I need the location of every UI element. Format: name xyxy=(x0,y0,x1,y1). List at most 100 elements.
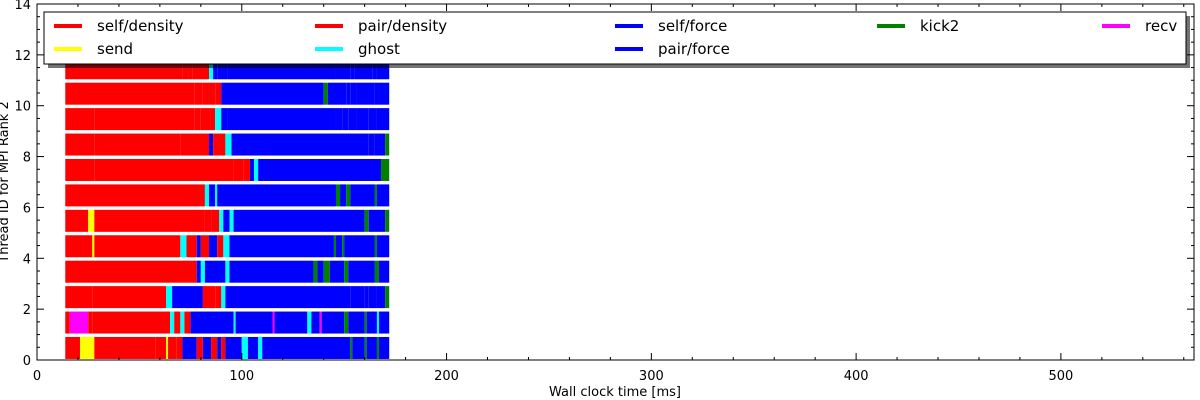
task-bar-segment xyxy=(335,235,343,258)
x-tick-label: 500 xyxy=(1048,369,1073,384)
task-bar-segment xyxy=(200,235,210,258)
task-bar-segment xyxy=(94,133,181,156)
task-bar-segment xyxy=(194,108,201,131)
task-bar-segment xyxy=(225,260,230,283)
task-bar-segment xyxy=(368,209,382,232)
x-tick-label: 200 xyxy=(434,369,459,384)
y-tick-label: 14 xyxy=(14,0,31,13)
legend-label-send: send xyxy=(97,40,133,58)
task-bar-segment xyxy=(374,133,382,156)
task-bar-segment xyxy=(65,260,197,283)
task-bar-segment xyxy=(94,235,181,258)
task-bar-segment xyxy=(176,336,183,359)
task-bar-segment xyxy=(258,336,263,359)
task-bar-segment xyxy=(364,311,367,334)
task-bar-segment xyxy=(340,184,347,207)
task-bar-segment xyxy=(69,311,89,334)
task-bar-segment xyxy=(200,108,210,131)
legend-label-recv: recv xyxy=(1145,17,1177,35)
task-bar-segment xyxy=(182,57,189,80)
task-bar-segment xyxy=(378,260,390,283)
thread-row-3 xyxy=(65,260,390,283)
legend-label-kick2: kick2 xyxy=(920,17,959,35)
thread-row-8 xyxy=(65,133,390,156)
task-bar-segment xyxy=(317,260,324,283)
task-bar-segment xyxy=(88,209,95,232)
task-bar-segment xyxy=(92,235,95,258)
task-bar-segment xyxy=(196,235,201,258)
task-bar-segment xyxy=(229,235,334,258)
task-bar-segment xyxy=(221,336,226,359)
task-bar-segment xyxy=(335,108,343,131)
legend-label-ghost: ghost xyxy=(358,40,400,58)
task-bar-segment xyxy=(346,82,351,105)
task-bar-segment xyxy=(215,184,218,207)
legend-label-pair-force: pair/force xyxy=(658,40,730,58)
task-bar-segment xyxy=(262,336,351,359)
task-bar-segment xyxy=(94,158,234,181)
task-bar-segment xyxy=(364,336,367,359)
task-bar-segment xyxy=(180,235,187,258)
task-bar-segment xyxy=(202,336,212,359)
task-bar-segment xyxy=(180,133,210,156)
task-bar-segment xyxy=(209,82,216,105)
task-bar-segment xyxy=(65,108,95,131)
task-bar-segment xyxy=(65,336,81,359)
task-bar-segment xyxy=(65,311,70,334)
task-bar-segment xyxy=(217,184,336,207)
task-bar-segment xyxy=(350,336,353,359)
task-bar-segment xyxy=(186,235,197,258)
axes-layer: 0 100 200 300 400 500 0 2 4 6 8 10 12 14 xyxy=(14,0,1194,384)
task-bar-segment xyxy=(235,311,273,334)
task-bar-segment xyxy=(348,311,365,334)
task-bar-segment xyxy=(358,209,365,232)
thread-row-5 xyxy=(65,209,390,232)
task-bar-segment xyxy=(92,286,167,309)
task-bar-segment xyxy=(378,82,390,105)
task-bar-segment xyxy=(333,235,336,258)
task-bar-segment xyxy=(225,336,242,359)
task-bar-segment xyxy=(188,57,193,80)
task-bar-segment xyxy=(221,82,324,105)
task-bar-segment xyxy=(227,108,336,131)
task-bar-segment xyxy=(215,108,222,131)
task-bar-segment xyxy=(374,184,377,207)
task-bar-segment xyxy=(174,311,181,334)
task-bar-segment xyxy=(200,260,205,283)
task-bar-segment xyxy=(376,311,379,334)
task-bar-segment xyxy=(229,209,234,232)
task-bar-segment xyxy=(166,286,173,309)
x-tick-label: 300 xyxy=(639,369,664,384)
task-bar-segment xyxy=(368,108,377,131)
task-bar-segment xyxy=(209,235,218,258)
task-bar-segment xyxy=(344,260,349,283)
thread-row-6 xyxy=(65,184,390,207)
task-bar-segment xyxy=(190,311,234,334)
y-tick-label: 8 xyxy=(23,151,31,166)
legend-label-pair-density: pair/density xyxy=(358,17,447,35)
task-bar-segment xyxy=(342,235,345,258)
task-bar-segment xyxy=(348,108,357,131)
thread-row-7 xyxy=(65,158,390,181)
task-bar-segment xyxy=(364,286,369,309)
task-bar-segment xyxy=(202,82,210,105)
task-bar-segment xyxy=(374,260,379,283)
task-bar-segment xyxy=(209,57,214,80)
task-bar-segment xyxy=(350,82,357,105)
x-axis-label: Wall clock time [ms] xyxy=(549,385,681,400)
task-bar-segment xyxy=(225,133,232,156)
task-bar-segment xyxy=(350,57,355,80)
task-bar-segment xyxy=(219,209,224,232)
y-tick-label: 4 xyxy=(23,252,31,267)
task-bar-segment xyxy=(194,82,203,105)
thread-row-4 xyxy=(65,235,390,258)
task-bar-segment xyxy=(172,286,203,309)
task-bar-segment xyxy=(327,82,347,105)
task-bar-segment xyxy=(233,209,359,232)
task-bar-segment xyxy=(182,336,197,359)
task-bar-segment xyxy=(311,311,320,334)
thread-row-0 xyxy=(65,336,390,359)
task-bar-segment xyxy=(65,209,89,232)
x-tick-label: 0 xyxy=(33,369,41,384)
task-bar-segment xyxy=(65,158,95,181)
